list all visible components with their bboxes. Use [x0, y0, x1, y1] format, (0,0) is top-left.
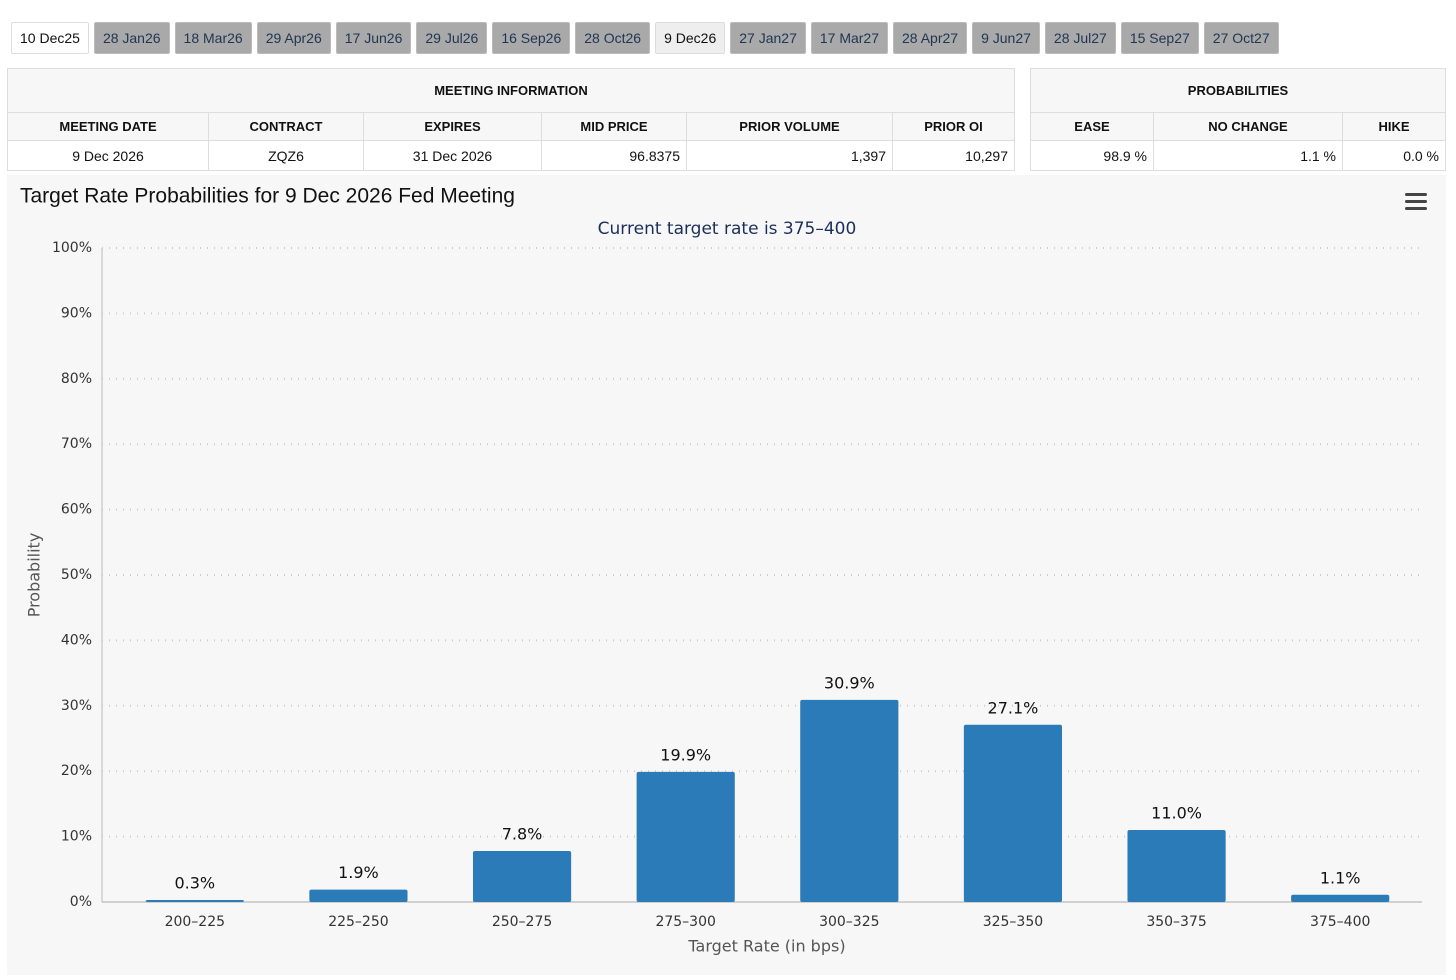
y-tick-label: 50%	[61, 567, 92, 583]
data-label: 0.3%	[174, 874, 215, 893]
y-axis-title: Probability	[25, 533, 44, 618]
cell: 98.9 %	[1030, 140, 1154, 171]
header: PRIOR VOLUME	[686, 112, 893, 141]
date-tab[interactable]: 28 Apr27	[893, 22, 968, 54]
date-tab[interactable]: 29 Apr26	[256, 22, 331, 54]
header: CONTRACT	[208, 112, 364, 141]
x-tick-label: 375–400	[1310, 914, 1370, 930]
y-tick-label: 80%	[61, 371, 92, 387]
date-tab[interactable]: 28 Oct26	[575, 22, 651, 54]
cell: 31 Dec 2026	[363, 140, 542, 171]
x-tick-label: 200–225	[165, 914, 225, 930]
table-title: MEETING INFORMATION	[7, 68, 1015, 113]
bar	[472, 850, 572, 902]
bar	[636, 771, 735, 902]
menu-bar	[1405, 200, 1427, 203]
probabilities-table: PROBABILITIES EASE NO CHANGE HIKE 98.9 %…	[1030, 68, 1446, 171]
bar	[309, 889, 408, 902]
cell: 96.8375	[541, 140, 687, 171]
date-tab[interactable]: 17 Jun26	[335, 22, 412, 54]
data-label: 1.9%	[338, 863, 379, 882]
chart-subtitle: Current target rate is 375–400	[598, 219, 857, 239]
menu-button[interactable]	[1405, 193, 1427, 210]
x-tick-label: 250–275	[492, 914, 552, 930]
date-tab[interactable]: 9 Dec26	[655, 22, 726, 54]
x-tick-label: 300–325	[819, 914, 879, 930]
date-tab[interactable]: 28 Jul27	[1044, 22, 1116, 54]
y-tick-label: 90%	[61, 305, 92, 321]
cell: 10,297	[892, 140, 1015, 171]
date-tab[interactable]: 18 Mar26	[174, 22, 252, 54]
date-tab[interactable]: 9 Jun27	[972, 22, 1040, 54]
y-tick-label: 10%	[61, 829, 92, 845]
y-tick-label: 70%	[61, 436, 92, 452]
header: MID PRICE	[541, 112, 687, 141]
date-tab[interactable]: 27 Jan27	[730, 22, 806, 54]
tab-bar: 10 Dec25 28 Jan26 18 Mar26 29 Apr26 17 Jun26…	[11, 22, 1279, 54]
meeting-table: MEETING INFORMATION MEETING DATE CONTRAC…	[7, 68, 1015, 171]
date-tab[interactable]: 15 Sep27	[1120, 22, 1199, 54]
data-label: 27.1%	[988, 698, 1039, 717]
x-axis-title: Target Rate (in bps)	[687, 937, 845, 956]
cell: 0.0 %	[1342, 140, 1446, 171]
header: PRIOR OI	[892, 112, 1015, 141]
date-tab[interactable]: 16 Sep26	[492, 22, 571, 54]
menu-bar	[1405, 207, 1427, 210]
header: HIKE	[1342, 112, 1446, 141]
y-tick-label: 100%	[52, 240, 92, 256]
data-label: 11.0%	[1151, 804, 1202, 823]
date-tab[interactable]: 27 Oct27	[1203, 22, 1279, 54]
x-tick-label: 325–350	[983, 914, 1043, 930]
data-label: 30.9%	[824, 673, 875, 692]
cell: 1,397	[686, 140, 893, 171]
x-tick-label: 275–300	[655, 914, 715, 930]
y-tick-label: 30%	[61, 698, 92, 714]
header: NO CHANGE	[1153, 112, 1343, 141]
bar	[1291, 894, 1390, 902]
data-label: 7.8%	[502, 824, 543, 843]
cell: 9 Dec 2026	[7, 140, 209, 171]
data-label: 19.9%	[660, 745, 711, 764]
y-tick-label: 0%	[70, 894, 92, 910]
date-tab[interactable]: 29 Jul26	[416, 22, 488, 54]
cell: 1.1 %	[1153, 140, 1343, 171]
y-tick-label: 40%	[61, 632, 92, 648]
bar	[800, 699, 899, 902]
date-tab[interactable]: 10 Dec25	[11, 22, 89, 54]
bar	[145, 900, 244, 902]
menu-bar	[1405, 193, 1427, 196]
x-tick-label: 350–375	[1146, 914, 1206, 930]
data-label: 1.1%	[1320, 868, 1361, 887]
bar	[963, 724, 1063, 902]
date-tab[interactable]: 28 Jan26	[93, 22, 170, 54]
y-tick-label: 20%	[61, 763, 92, 779]
cell: ZQZ6	[208, 140, 364, 171]
bar	[1127, 830, 1226, 902]
chart-title: Target Rate Probabilities for 9 Dec 2026…	[20, 185, 515, 208]
date-tab[interactable]: 17 Mar27	[810, 22, 889, 54]
y-tick-label: 60%	[61, 502, 92, 518]
x-tick-label: 225–250	[328, 914, 388, 930]
